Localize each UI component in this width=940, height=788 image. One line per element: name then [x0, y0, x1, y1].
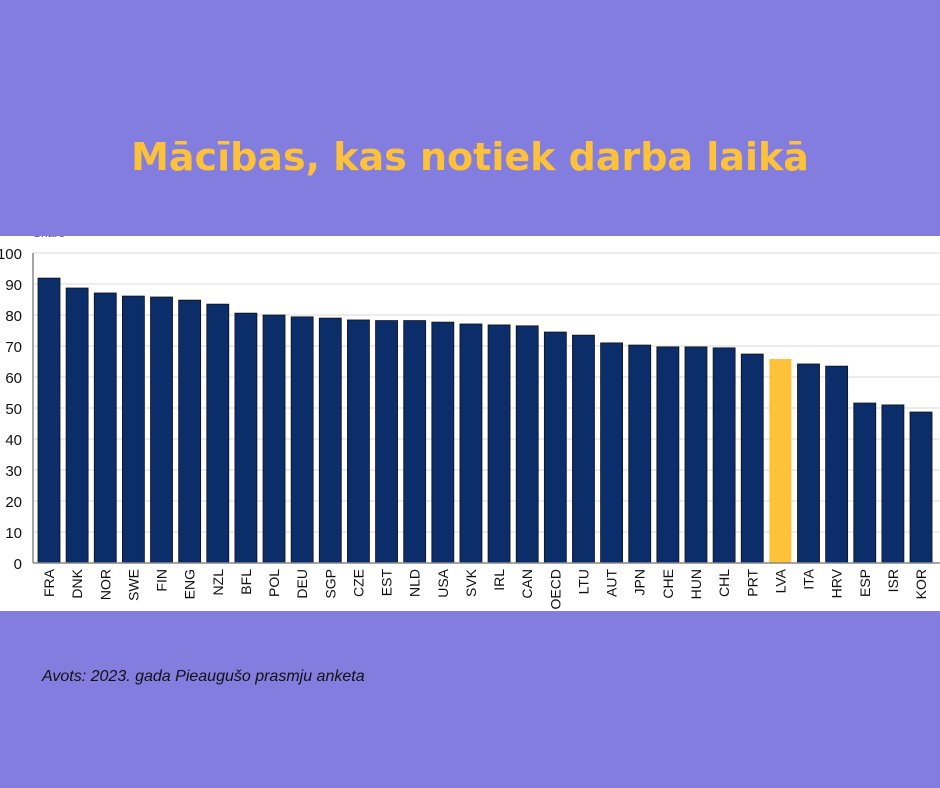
x-tick-label: NZL — [210, 569, 226, 596]
x-tick-label: AUT — [604, 569, 620, 597]
bar-isr — [881, 404, 905, 564]
bar-prt — [740, 353, 764, 564]
bar-fra — [37, 277, 61, 564]
x-tick-label: EST — [379, 569, 395, 597]
y-tick-label: 100 — [0, 246, 22, 263]
x-tick-label: LVA — [772, 568, 788, 593]
bar-fin — [150, 296, 173, 564]
x-tick-label: HUN — [688, 569, 704, 599]
x-tick-label: ISR — [885, 569, 901, 592]
x-tick-label: SVK — [463, 568, 479, 597]
bar-swe — [121, 295, 145, 564]
x-tick-label: POL — [266, 569, 282, 597]
x-tick-label: NOR — [97, 569, 113, 600]
bar-irl — [487, 324, 511, 564]
bar-est — [375, 320, 398, 564]
bar-aut — [600, 342, 623, 564]
bar-dnk — [65, 287, 89, 564]
x-tick-label: HRV — [829, 568, 845, 598]
source-note: Avots: 2023. gada Pieaugušo prasmju anke… — [42, 668, 365, 685]
x-tick-label: ITA — [801, 568, 817, 589]
bar-usa — [431, 321, 455, 564]
bar-ita — [797, 363, 820, 564]
bar-sgp — [318, 317, 342, 564]
x-tick-label: DNK — [69, 568, 85, 598]
y-tick-label: 10 — [5, 525, 22, 542]
bar-lva — [769, 359, 792, 563]
bar-hun — [684, 346, 708, 564]
y-tick-label: 30 — [5, 463, 22, 480]
x-tick-label: PRT — [744, 569, 760, 597]
bar-chl — [712, 347, 736, 564]
x-tick-label: CAN — [519, 569, 535, 599]
bar-cze — [347, 319, 370, 564]
bar-kor — [909, 411, 933, 564]
bar-nzl — [206, 303, 230, 564]
x-tick-label: BFL — [238, 569, 254, 595]
y-tick-label: 50 — [5, 401, 22, 418]
x-tick-label: FRA — [41, 568, 57, 597]
bar-eng — [178, 299, 202, 564]
x-tick-label: LTU — [575, 569, 591, 594]
y-tick-label: 70 — [5, 339, 22, 356]
bar-hrv — [825, 365, 849, 564]
y-tick-label: 40 — [5, 432, 22, 449]
y-tick-label: 0 — [14, 556, 22, 573]
x-tick-label: FIN — [154, 569, 170, 592]
x-tick-label: USA — [435, 568, 451, 597]
x-tick-label: ESP — [857, 569, 873, 597]
bar-svk — [459, 323, 483, 564]
page-title: Mācības, kas notiek darba laikā — [131, 135, 809, 179]
bar-oecd — [543, 331, 567, 564]
y-axis-label: Share — [33, 236, 65, 240]
x-tick-label: SWE — [125, 569, 141, 601]
x-tick-label: IRL — [491, 569, 507, 591]
bar-can — [515, 325, 539, 564]
bar-nor — [93, 292, 117, 564]
x-tick-label: KOR — [913, 569, 929, 599]
x-tick-label: CHL — [716, 569, 732, 597]
bar-nld — [403, 320, 427, 564]
y-tick-label: 20 — [5, 494, 22, 511]
y-tick-label: 90 — [5, 277, 22, 294]
x-tick-label: DEU — [294, 569, 310, 599]
bar-chart: Share 0 10 20 30 40 50 60 70 80 90 100 FRA DNK NOR SWE F… — [0, 236, 940, 609]
x-tick-label: CZE — [350, 569, 366, 597]
y-tick-label: 60 — [5, 370, 22, 387]
y-tick-label: 80 — [5, 308, 22, 325]
bar-deu — [290, 316, 314, 564]
bar-pol — [262, 314, 286, 564]
x-tick-label: NLD — [407, 569, 423, 597]
x-tick-label: ENG — [182, 569, 198, 599]
bar-esp — [853, 402, 877, 564]
chart-panel: Share 0 10 20 30 40 50 60 70 80 90 100 FRA DNK NOR SWE F… — [0, 236, 940, 611]
bar-che — [656, 346, 680, 564]
bar-bfl — [234, 312, 258, 564]
bar-jpn — [628, 344, 652, 564]
x-tick-label: JPN — [632, 569, 648, 595]
x-tick-label: CHE — [660, 569, 676, 599]
x-tick-label: SGP — [322, 569, 338, 599]
x-tick-label: OECD — [547, 569, 563, 609]
bar-ltu — [572, 334, 595, 564]
